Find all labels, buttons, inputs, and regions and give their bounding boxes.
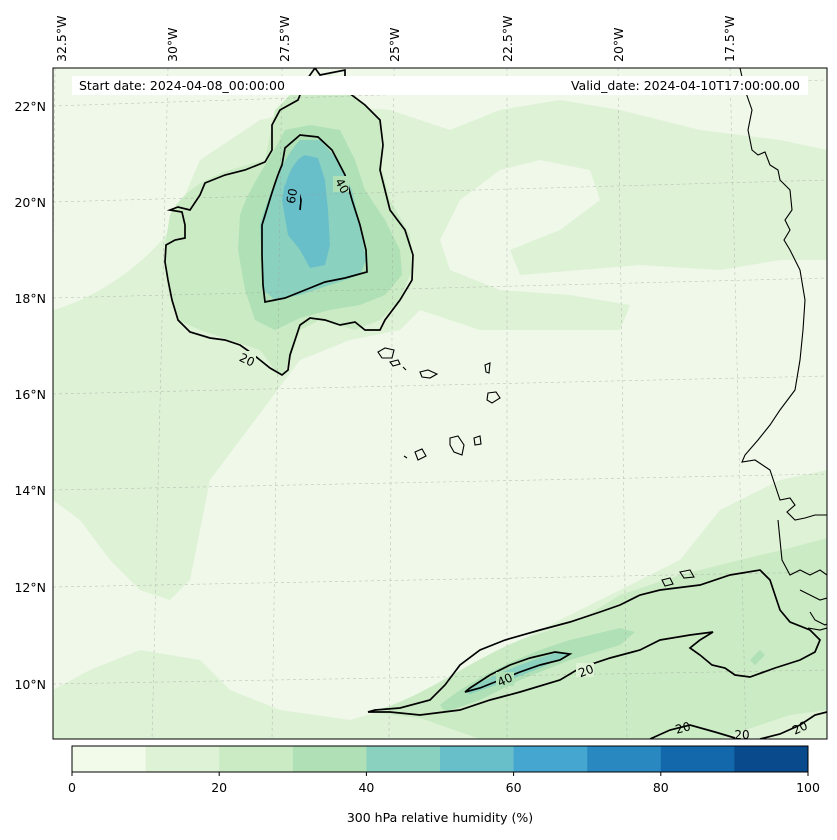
humidity-band-50 [282, 155, 330, 268]
colorbar-label: 300 hPa relative humidity (%) [347, 810, 533, 825]
lat-label-10n: 10°N [14, 677, 46, 692]
colorbar-tick-20: 20 [211, 780, 227, 795]
colorbar-tick-100: 100 [796, 780, 820, 795]
colorbar-tick-0: 0 [68, 780, 76, 795]
colorbar-swatch [292, 746, 367, 772]
lon-label-22-5w: 22.5°W [500, 16, 515, 62]
colorbar-swatch [513, 746, 588, 772]
contour-label-60: 60 [284, 187, 300, 204]
valid-date-label: Valid_date: 2024-04-10T17:00:00.00 [571, 78, 800, 93]
colorbar-tick-40: 40 [358, 780, 374, 795]
longitude-labels: 32.5°W 30°W 27.5°W 25°W 22.5°W 20°W 17.5… [54, 16, 737, 62]
lon-label-25w: 25°W [387, 27, 402, 62]
contour-label-40-north: 40 [332, 176, 352, 196]
colorbar-frame [71, 745, 809, 773]
contour-label-40-south: 40 [495, 670, 515, 689]
lon-label-27-5w: 27.5°W [277, 16, 292, 62]
colorbar-tick-80: 80 [653, 780, 669, 795]
lon-label-30w: 30°W [165, 27, 180, 62]
lon-label-17-5w: 17.5°W [722, 16, 737, 62]
gridlines [53, 68, 827, 739]
lat-label-14n: 14°N [14, 483, 46, 498]
header-box [72, 76, 808, 95]
colorbar: 0 20 40 60 80 100 300 hPa relative humid… [68, 745, 820, 825]
lon-label-32-5w: 32.5°W [54, 16, 69, 62]
contour-label-group: 60 40 20 40 20 20 20 20 [237, 176, 810, 742]
contour-label-20-se-3: 20 [790, 718, 810, 737]
colorbar-ticks [71, 772, 809, 776]
lat-label-20n: 20°N [14, 195, 46, 210]
map-frame [52, 67, 828, 740]
colorbar-swatch [366, 746, 441, 772]
start-date-label: Start date: 2024-04-08_00:00:00 [79, 78, 285, 93]
colorbar-swatch [219, 746, 294, 772]
colorbar-swatch [734, 746, 809, 772]
colorbar-swatch [145, 746, 220, 772]
colorbar-swatches [72, 746, 809, 772]
map-plot-area: 60 40 20 40 20 20 20 20 Start date: 2024… [53, 68, 827, 742]
colorbar-swatch [660, 746, 735, 772]
lat-label-16n: 16°N [14, 387, 46, 402]
colorbar-tick-60: 60 [506, 780, 522, 795]
colorbar-swatch [72, 746, 147, 772]
lat-label-22n: 22°N [14, 99, 46, 114]
colorbar-swatch [587, 746, 662, 772]
lat-label-18n: 18°N [14, 291, 46, 306]
lat-label-12n: 12°N [14, 580, 46, 595]
contour-label-20-se-2: 20 [734, 728, 749, 742]
colorbar-swatch [440, 746, 515, 772]
latitude-labels: 22°N 20°N 18°N 16°N 14°N 12°N 10°N [14, 99, 46, 692]
coastlines [377, 68, 827, 631]
contour-label-20-south: 20 [576, 662, 595, 680]
lon-label-20w: 20°W [611, 27, 626, 62]
contour-label-20-se-1: 20 [674, 719, 692, 736]
contour-label-20-north: 20 [237, 350, 257, 369]
